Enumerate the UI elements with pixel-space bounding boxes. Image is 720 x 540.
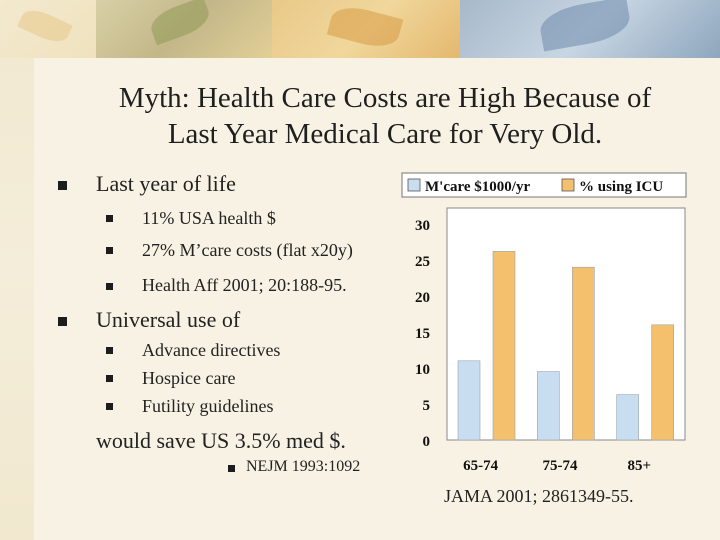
sub-bullet-square-icon <box>106 283 113 290</box>
jama-reference: JAMA 2001; 2861349-55. <box>444 486 634 506</box>
sub-bullet-mcare: 27% M’care costs (flat x20y) <box>142 240 353 260</box>
sub-bullet-hospice: Hospice care <box>142 368 236 388</box>
y-tick-label: 20 <box>415 290 430 306</box>
legend-swatch <box>561 178 575 192</box>
bullet-last-year: Last year of life <box>96 171 236 196</box>
bar <box>572 266 595 441</box>
bar <box>537 371 560 441</box>
sub-bullet-square-icon <box>106 347 113 354</box>
sub-bullet-futility: Futility guidelines <box>142 396 274 416</box>
title-line-1: Myth: Health Care Costs are High Because… <box>118 82 652 114</box>
slide-title: Myth: Health Care Costs are High Because… <box>40 80 720 152</box>
bar-chart: M'care $1000/yr % using ICU 0 5 10 15 20 25 30 65… <box>401 172 687 474</box>
sub-bullet-square-icon <box>106 247 113 254</box>
y-tick-label: 25 <box>415 254 430 270</box>
x-tick-label: 65-74 <box>463 458 498 474</box>
left-decor-band <box>0 0 34 540</box>
legend-swatch <box>407 178 421 192</box>
y-tick-label: 0 <box>423 434 431 450</box>
legend-label: M'care $1000/yr <box>425 179 530 195</box>
bar <box>651 324 674 441</box>
nejm-reference: NEJM 1993:1092 <box>246 458 361 475</box>
decorative-banner <box>0 0 720 62</box>
sub-bullet-square-icon <box>106 403 113 410</box>
y-tick-label: 15 <box>415 326 430 342</box>
sub-bullet-health-aff: Health Aff 2001; 20:188-95. <box>142 275 347 295</box>
y-tick-label: 10 <box>415 362 430 378</box>
x-tick-label: 85+ <box>628 458 652 474</box>
sub-bullet-advance: Advance directives <box>142 340 281 360</box>
bullet-universal: Universal use of <box>96 307 241 332</box>
bullet-square-icon <box>58 181 67 190</box>
y-tick-label: 5 <box>423 398 431 414</box>
conclusion-text: would save US 3.5% med $. <box>96 428 346 453</box>
sub-bullet-usa: 11% USA health $ <box>142 208 276 228</box>
title-line-2: Last Year Medical Care for Very Old. <box>167 118 603 150</box>
sub-bullet-square-icon <box>106 215 113 222</box>
x-tick-label: 75-74 <box>543 458 578 474</box>
chart-legend <box>401 172 687 198</box>
legend-label: % using ICU <box>579 179 663 195</box>
bar <box>492 251 516 441</box>
bar <box>616 394 639 441</box>
y-tick-label: 30 <box>415 218 430 234</box>
bullet-square-icon <box>58 317 67 326</box>
sub-bullet-square-icon <box>106 375 113 382</box>
bar <box>457 360 481 441</box>
plot-area <box>446 207 686 441</box>
sub-bullet-square-icon <box>228 465 235 472</box>
